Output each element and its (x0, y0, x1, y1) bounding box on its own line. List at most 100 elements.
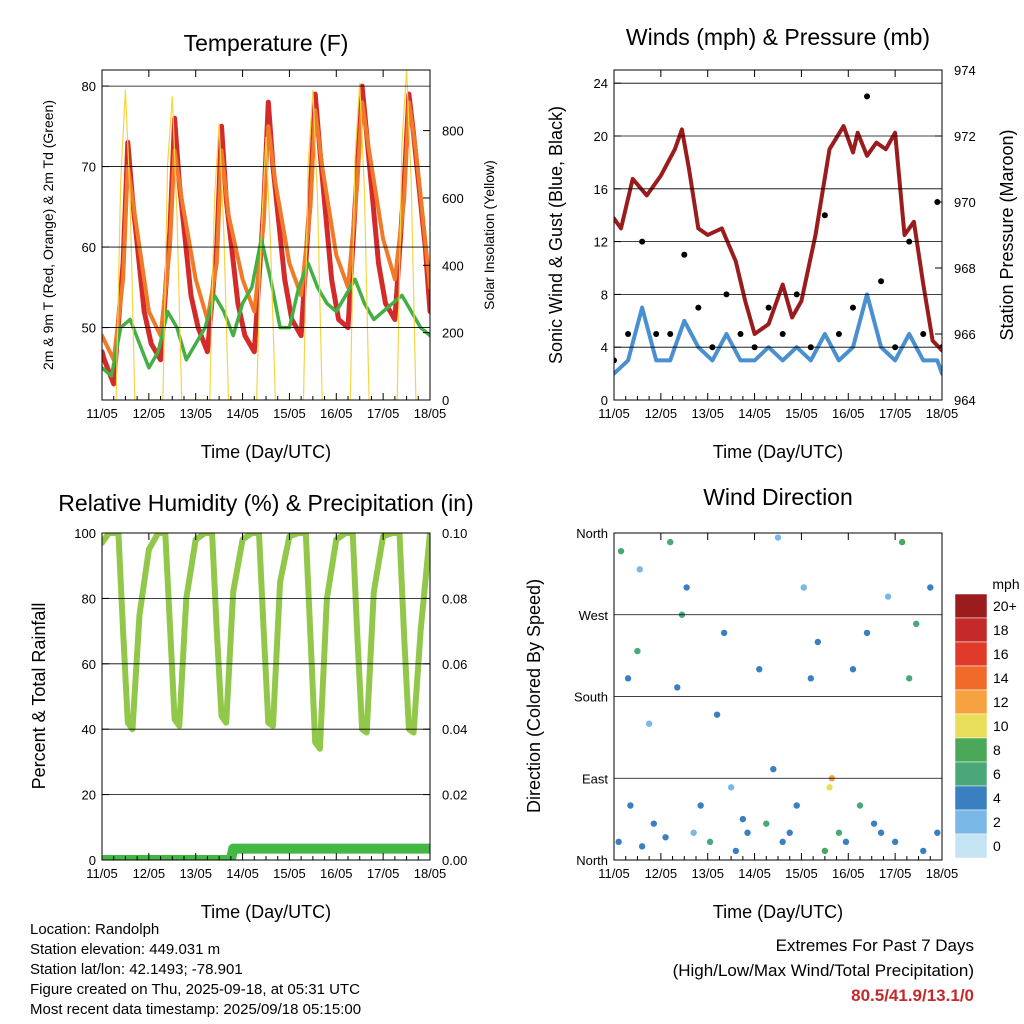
direction-point (739, 815, 747, 823)
legend-label: 4 (993, 790, 1001, 806)
rainfall-y-right-tick-label: 0.02 (442, 788, 467, 803)
direction-tick-label: North (576, 526, 608, 541)
direction-point (674, 684, 681, 691)
humidity-y-label: Percent & Total Rainfall (29, 603, 49, 790)
wind-direction-x-label: Time (Day/UTC) (713, 902, 843, 922)
legend-label: 8 (993, 742, 1001, 758)
winds-y-tick-label: 16 (594, 182, 608, 197)
legend-swatch (954, 761, 988, 787)
temperature-x-tick-label: 16/05 (320, 406, 353, 421)
gust-point (681, 251, 688, 258)
wind-direction-series (615, 534, 941, 855)
station-latlon: Station lat/lon: 42.1493; -78.901 (30, 961, 243, 978)
extremes-value: 80.5/41.9/13.1/0 (851, 986, 974, 1005)
pressure-y-right-tick-label: 964 (954, 393, 976, 408)
direction-point (863, 629, 871, 637)
winds-x-tick-label: 11/05 (598, 406, 630, 421)
legend-swatch (954, 809, 988, 835)
direction-point (697, 802, 704, 809)
direction-point (683, 584, 690, 591)
direction-point (920, 847, 927, 855)
direction-point (821, 847, 829, 855)
series-line-solar-insolation (115, 70, 417, 400)
solar-y-label: Solar Insolation (Yellow) (481, 160, 497, 310)
gust-point (625, 331, 632, 337)
direction-point (650, 820, 658, 827)
winds-series (614, 93, 942, 376)
winds-y-tick-label: 20 (594, 129, 608, 144)
humidity-y-tick-label: 0 (89, 853, 96, 868)
pressure-y-right-tick-label: 974 (954, 63, 976, 78)
direction-point (662, 834, 669, 841)
solar-y-right-tick-label: 800 (442, 124, 464, 139)
humidity-x-tick-label: 15/05 (273, 866, 306, 881)
legend-swatch (954, 833, 988, 859)
winds-axes: 0 4 8 12 16 20 24 11/05 12/05 13/05 14/05 15/05 16/0… (594, 63, 976, 421)
legend-swatch (954, 617, 988, 643)
direction-tick-label: South (574, 690, 608, 705)
direction-point (779, 838, 786, 846)
direction-point (774, 534, 782, 541)
winds-frame (613, 69, 943, 401)
winds-x-tick-label: 16/05 (832, 406, 865, 421)
legend-label: 6 (993, 766, 1001, 782)
direction-point (638, 843, 646, 850)
winds-y-tick-label: 24 (594, 76, 608, 91)
winds-pressure-panel: Winds (mph) & Pressure (mb) 0 4 8 12 16 20 24 1… (546, 24, 1017, 462)
direction-point (906, 675, 913, 682)
rainfall-y-right-tick-label: 0.00 (442, 853, 467, 868)
speed-legend: mph 20+ 18 16 14 12 10 8 6 4 2 0 (954, 576, 1020, 859)
gust-point (695, 304, 702, 311)
winds-y-tick-label: 12 (594, 235, 608, 250)
temperature-x-tick-label: 17/05 (367, 406, 400, 421)
direction-point (835, 829, 843, 836)
direction-point (842, 838, 850, 846)
wind-direction-y-label: Direction (Colored By Speed) (524, 579, 544, 813)
direction-x-tick-label: 18/05 (926, 866, 959, 881)
wind-direction-panel: Wind Direction NorthEastSouthWestNorth11… (524, 484, 1020, 922)
direction-point (617, 547, 625, 555)
temperature-y-tick-label: 50 (82, 321, 96, 336)
legend-label: 18 (993, 622, 1009, 638)
temperature-x-tick-label: 12/05 (133, 406, 166, 421)
pressure-y-right-tick-label: 970 (954, 195, 976, 210)
direction-point (807, 675, 814, 682)
winds-y-tick-label: 0 (601, 393, 608, 408)
legend-label: 16 (993, 646, 1009, 662)
humidity-x-label: Time (Day/UTC) (201, 902, 331, 922)
winds-title: Winds (mph) & Pressure (mb) (626, 24, 930, 50)
gust-point (667, 331, 674, 337)
direction-x-tick-label: 13/05 (691, 866, 724, 881)
temperature-x-label: Time (Day/UTC) (201, 442, 331, 462)
legend-label: 14 (993, 670, 1009, 686)
direction-point (624, 675, 632, 682)
winds-y-label: Sonic Wind & Gust (Blue, Black) (546, 106, 566, 364)
rainfall-y-right-tick-label: 0.04 (442, 722, 467, 737)
humidity-y-tick-label: 40 (82, 722, 96, 737)
rainfall-y-right-tick-label: 0.08 (442, 591, 467, 606)
winds-x-tick-label: 14/05 (738, 406, 771, 421)
rainfall-y-right-tick-label: 0.06 (442, 657, 467, 672)
gust-point (849, 304, 856, 311)
temperature-y-tick-label: 70 (82, 160, 96, 175)
direction-point (856, 802, 864, 809)
temperature-y-label: 2m & 9m T (Red, Orange) & 2m Td (Green) (40, 100, 56, 370)
legend-swatch (954, 689, 988, 715)
gust-point (920, 331, 927, 337)
legend-label: 20+ (993, 598, 1017, 614)
direction-point (891, 838, 899, 846)
temperature-x-tick-label: 13/05 (179, 406, 212, 421)
temperature-x-tick-label: 15/05 (273, 406, 306, 421)
direction-point (800, 584, 807, 591)
pressure-y-right-tick-label: 966 (954, 327, 976, 342)
direction-point (667, 538, 674, 546)
direction-point (636, 566, 643, 573)
winds-y-tick-label: 8 (601, 287, 608, 302)
winds-x-label: Time (Day/UTC) (713, 442, 843, 462)
winds-x-tick-label: 13/05 (691, 406, 724, 421)
direction-point (756, 666, 763, 673)
gust-point (779, 331, 786, 337)
direction-point (877, 829, 885, 836)
direction-point (732, 847, 740, 855)
winds-x-tick-label: 18/05 (926, 406, 959, 421)
